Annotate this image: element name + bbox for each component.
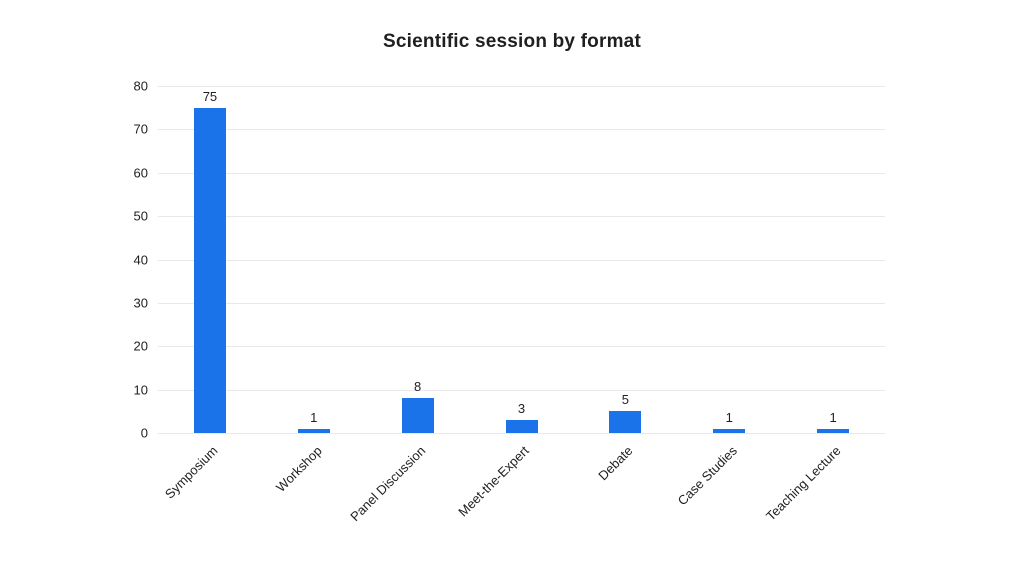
y-tick-label: 30 <box>133 295 148 311</box>
x-tick-label: Case Studies <box>674 443 740 509</box>
x-tick-label: Teaching Lecture <box>763 443 844 524</box>
x-tick-label: Debate <box>595 443 636 484</box>
x-tick-label: Panel Discussion <box>347 443 429 525</box>
x-tick-label: Symposium <box>161 443 221 502</box>
bar-value-label: 1 <box>725 409 733 425</box>
y-tick-label: 10 <box>133 382 148 398</box>
x-tick-label: Workshop <box>272 443 325 495</box>
gridline <box>158 346 885 348</box>
bar-value-label: 8 <box>414 379 422 395</box>
plot-area: 0 10 20 30 40 50 60 70 80 75 Symposium 1 Workshop 8 Pa… <box>134 79 885 524</box>
gridline <box>158 216 885 218</box>
gridline <box>158 86 885 87</box>
bar-value-label: 3 <box>517 401 526 416</box>
bar <box>297 428 330 433</box>
bar-value-label: 1 <box>829 409 837 425</box>
y-tick-label: 60 <box>133 165 148 181</box>
gridline <box>158 129 885 131</box>
x-tick-label: Meet-the-Expert <box>455 443 533 520</box>
gridline <box>158 172 885 174</box>
y-tick-label: 70 <box>133 121 148 137</box>
gridline <box>158 389 885 391</box>
bar-value-label: 75 <box>202 88 218 104</box>
y-tick-label: 80 <box>133 78 148 94</box>
y-tick-label: 50 <box>133 208 148 224</box>
bar-value-label: 1 <box>310 409 318 425</box>
bar <box>817 428 850 433</box>
bar <box>713 428 746 433</box>
bar-value-label: 5 <box>621 392 629 408</box>
gridline <box>158 259 885 261</box>
chart-title: Scientific session by format <box>383 31 641 52</box>
bar <box>193 107 226 433</box>
bar <box>505 420 538 433</box>
bar <box>609 411 642 433</box>
gridline <box>158 302 885 304</box>
y-tick-label: 40 <box>133 252 148 267</box>
y-tick-label: 0 <box>140 425 148 441</box>
gridline <box>158 433 885 434</box>
bar <box>401 398 434 433</box>
y-tick-label: 20 <box>133 338 148 354</box>
